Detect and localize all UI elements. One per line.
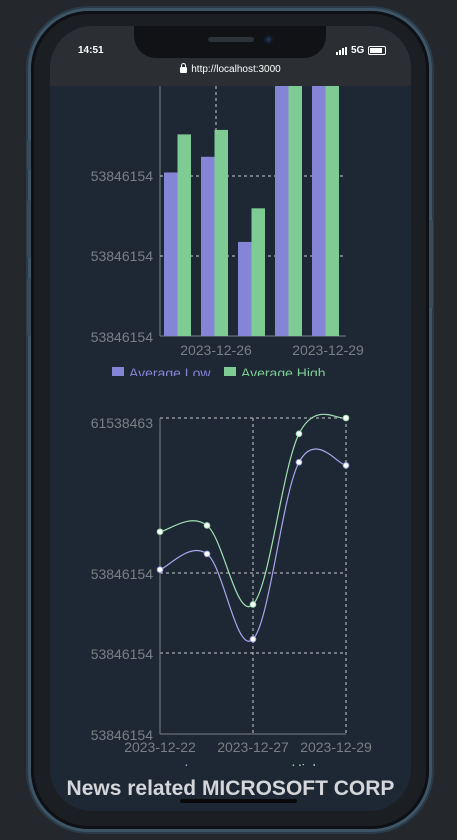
url-text: http://localhost:3000 <box>191 64 281 75</box>
bar-average-low <box>275 86 289 336</box>
bar-average-low <box>312 86 326 336</box>
line-point-averagelow <box>156 566 164 573</box>
legend-label-average-low[interactable]: Average Low <box>129 365 211 376</box>
line-point-averagehigh <box>203 522 211 529</box>
line-point-averagelow <box>295 458 303 466</box>
bar-average-low <box>201 156 215 336</box>
bar-average-high <box>251 208 265 336</box>
bar-average-low <box>238 241 252 336</box>
legend-swatch-average-high <box>224 367 236 376</box>
bar-chart-y-tick: 53846154 <box>91 248 154 264</box>
bar-average-low <box>164 172 178 336</box>
line-chart: 61538463 53846154 53846154 53846154 2023… <box>91 413 372 766</box>
power-button <box>429 220 433 308</box>
bar-chart-x-tick: 2023-12-29 <box>292 342 364 358</box>
battery-icon <box>368 46 387 55</box>
volume-down-button <box>27 278 31 336</box>
legend-label-average-high[interactable]: Average High <box>241 365 326 376</box>
signal-icon <box>336 46 347 55</box>
news-section-title: News related MICROSOFT CORP <box>66 777 395 800</box>
bar-average-high <box>177 134 191 336</box>
network-label: 5G <box>351 45 365 56</box>
bar-chart-y-tick: 53846154 <box>91 168 154 184</box>
lock-icon <box>180 63 188 73</box>
bar-average-high <box>288 86 302 336</box>
status-indicators: 5G <box>336 45 387 56</box>
legend-swatch-average-low <box>112 367 124 376</box>
line-chart-x-tick: 2023-12-22 <box>124 739 196 755</box>
line-point-averagelow <box>249 635 257 643</box>
line-point-averagelow <box>203 550 211 558</box>
volume-up-button <box>27 200 31 258</box>
bar-chart-y-tick: 53846154 <box>91 329 154 345</box>
silent-switch <box>27 140 31 170</box>
line-point-averagehigh <box>249 601 257 608</box>
line-chart-y-tick: 61538463 <box>91 415 154 431</box>
line-chart-y-tick: 53846154 <box>91 646 154 662</box>
bar-average-high <box>325 86 339 336</box>
legend-label-averagelow[interactable]: averageLow <box>134 761 211 766</box>
phone-screen: 14:51 5G http://localhost:3000 53846154 … <box>50 26 411 811</box>
line-point-averagehigh <box>156 528 164 536</box>
line-chart-x-tick: 2023-12-29 <box>300 739 372 755</box>
camera-icon <box>264 35 273 44</box>
status-bar: 14:51 5G http://localhost:3000 <box>50 26 411 86</box>
home-indicator[interactable] <box>180 799 297 803</box>
line-chart-y-tick: 53846154 <box>91 566 154 582</box>
bar-chart: 53846154 53846154 53846154 2023-12-26 20… <box>91 86 364 376</box>
line-point-averagelow <box>342 462 350 469</box>
bar-average-high <box>214 129 228 336</box>
legend-label-averagehigh[interactable]: averageHigh <box>241 761 320 766</box>
address-bar[interactable]: http://localhost:3000 <box>50 63 411 75</box>
line-chart-x-tick: 2023-12-27 <box>217 739 289 755</box>
notch <box>134 26 326 58</box>
status-time: 14:51 <box>78 45 104 56</box>
line-point-averagehigh <box>342 414 350 422</box>
speaker-grille <box>208 37 254 42</box>
bar-chart-x-tick: 2023-12-26 <box>180 342 252 358</box>
line-chart-y-tick: 53846154 <box>91 727 154 743</box>
page-content[interactable]: 53846154 53846154 53846154 2023-12-26 20… <box>50 86 411 811</box>
line-point-averagehigh <box>295 430 303 438</box>
